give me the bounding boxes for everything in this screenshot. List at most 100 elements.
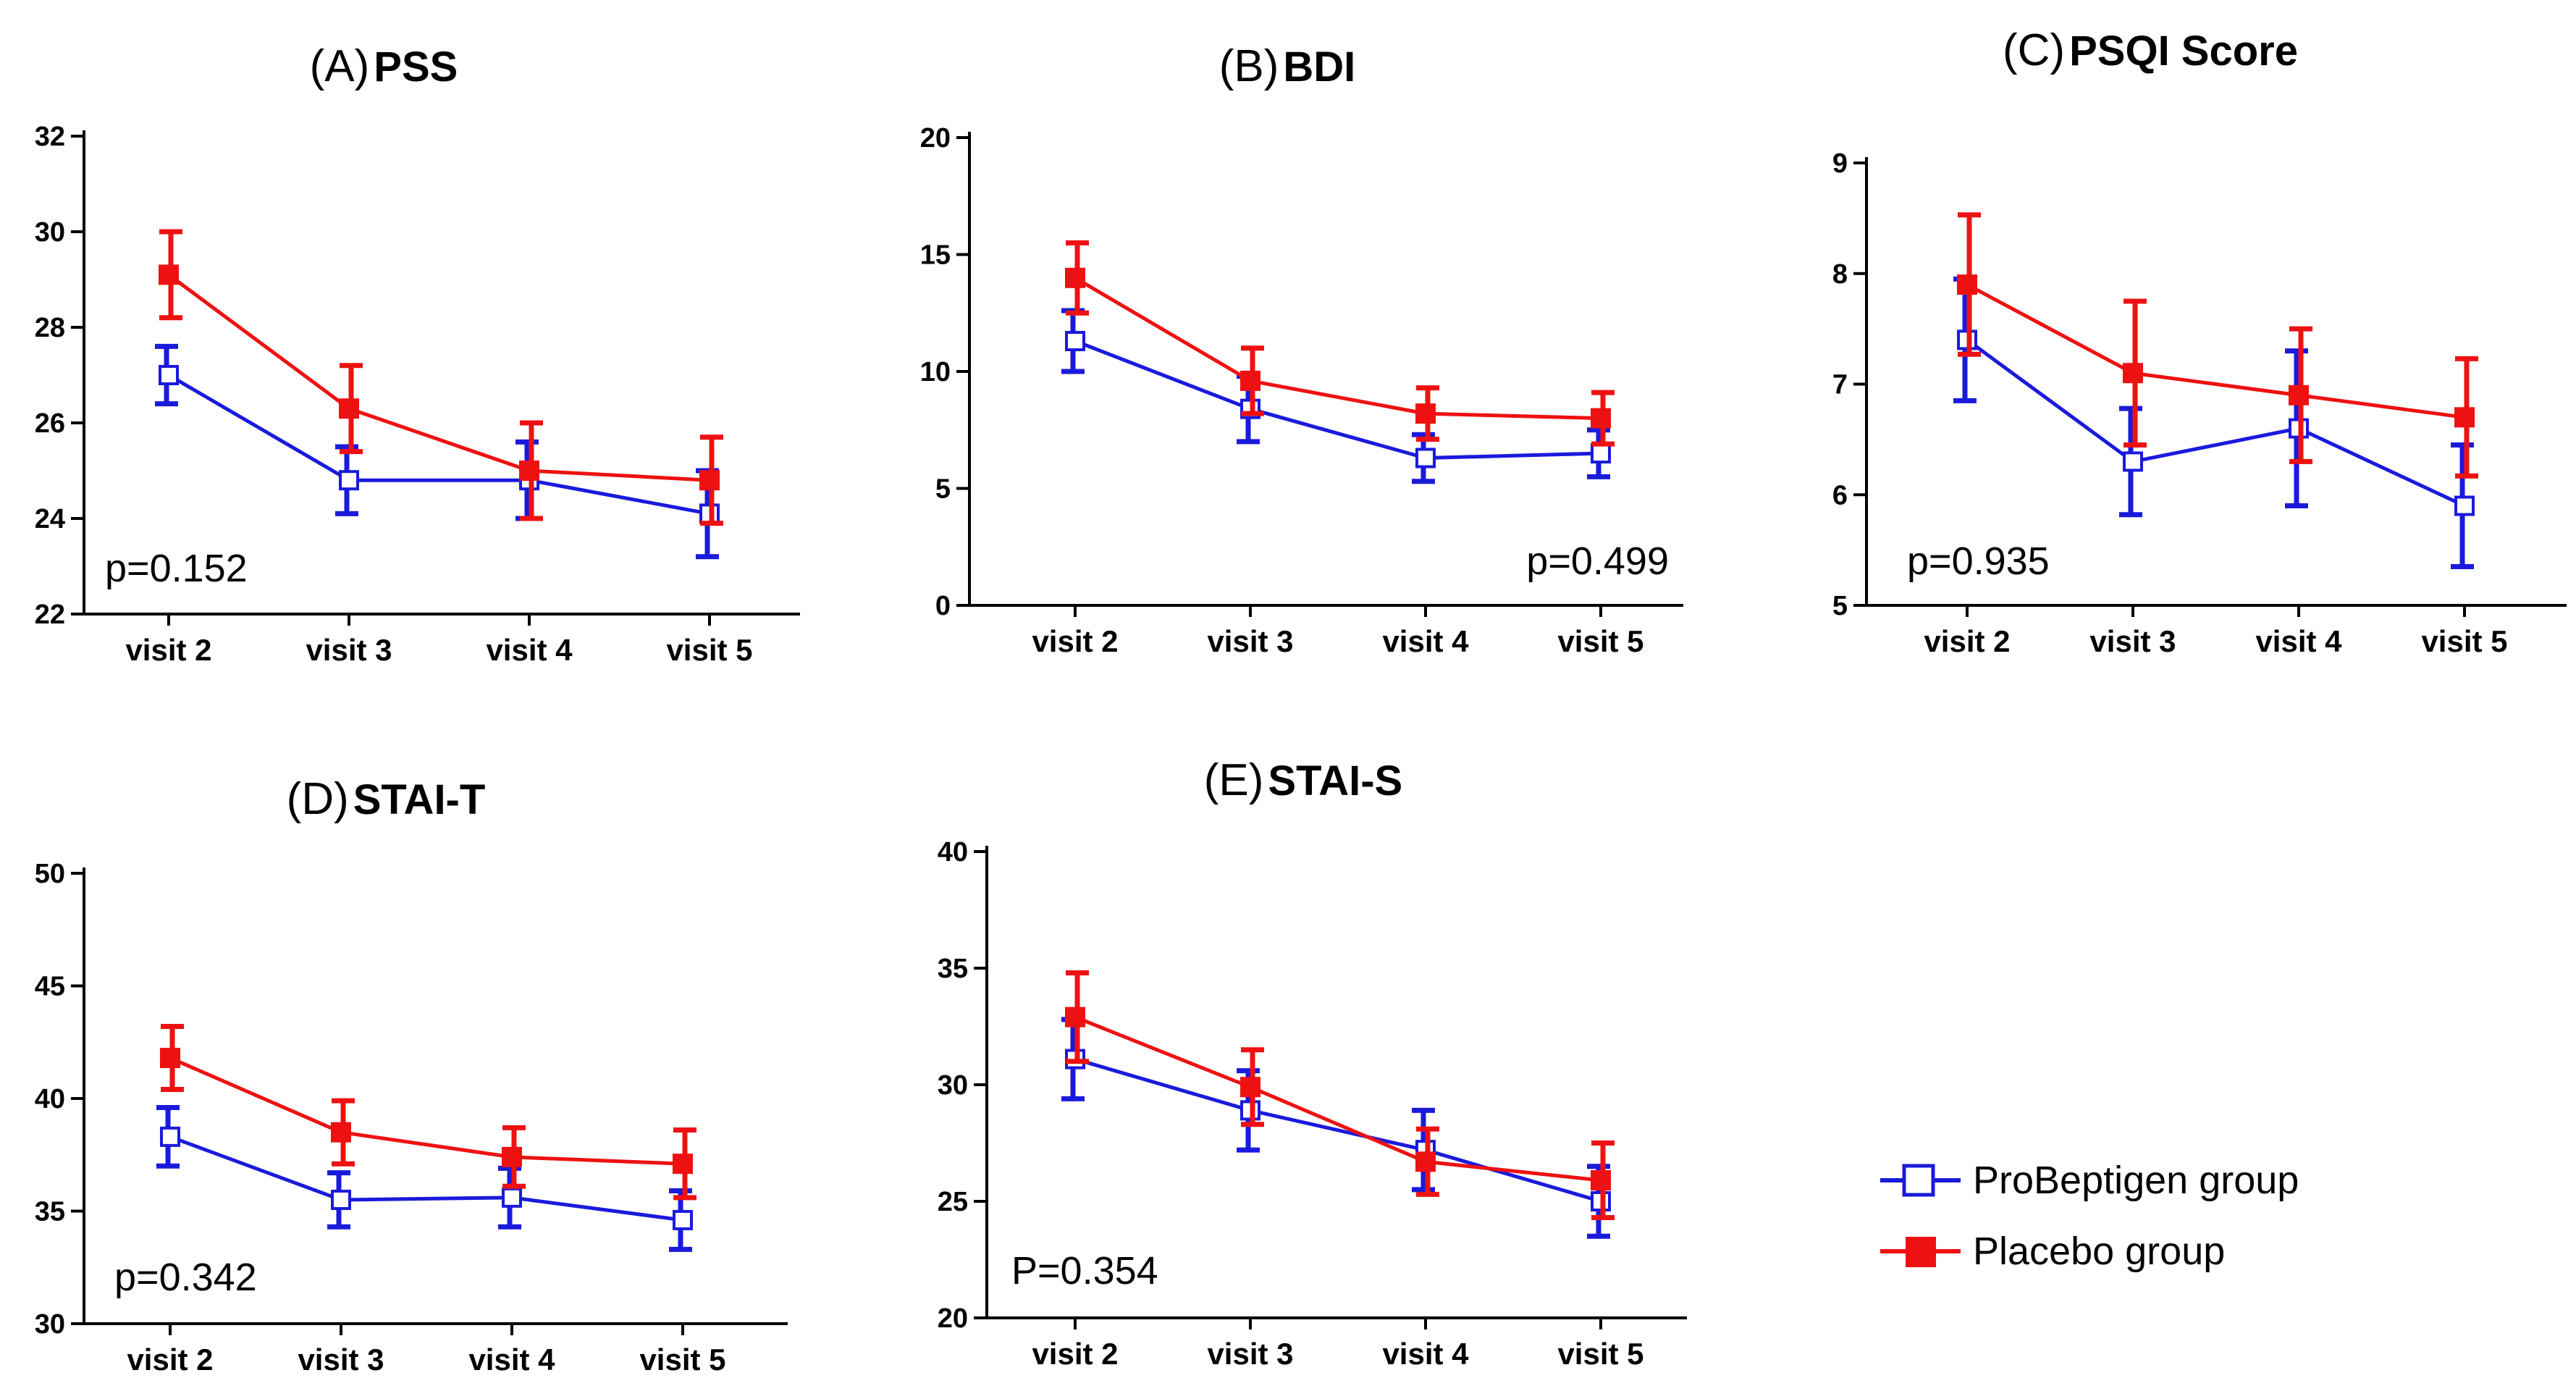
data-point [1240,370,1260,391]
data-point [1415,1151,1436,1172]
data-point [160,1126,180,1147]
p-value-annotation: P=0.354 [1011,1249,1158,1293]
panel-c: (C) PSQI Score 5 6 7 8 9 visit 2 visit 3 visit 4 v… [1832,25,2567,658]
x-tick-label: visit 4 [486,633,573,667]
x-tick-label: visit 2 [125,633,211,667]
data-point [1065,267,1085,288]
panel-title: (A) PSS [310,41,458,91]
series-probeptigen [155,343,720,560]
series-probeptigen [1061,1017,1611,1239]
x-tick-label: visit 4 [1382,624,1469,658]
x-tick-label: visit 5 [666,633,752,667]
data-point [1591,443,1611,464]
p-value-annotation: p=0.152 [105,547,248,590]
data-point [673,1154,693,1175]
p-value-annotation: p=0.499 [1526,539,1669,583]
p-value-annotation: p=0.935 [1907,539,2050,583]
data-point [339,398,359,419]
x-tick-label: visit 5 [1557,624,1643,658]
y-tick-label: 35 [938,954,968,984]
series-probeptigen [1953,276,2475,570]
data-point [1415,448,1436,469]
x-tick-label: visit 4 [2255,624,2342,658]
data-point [159,365,179,385]
y-tick-label: 30 [35,1309,65,1340]
y-tick-label: 15 [920,240,951,271]
x-tick-label: visit 5 [2421,624,2507,658]
data-point [331,1189,351,1210]
series-placebo [1957,212,2478,479]
panel-title-prefix: (B) [1219,41,1279,91]
panel-title: (E) STAI-S [1204,755,1402,805]
x-tick-label: visit 5 [1557,1337,1643,1371]
y-tick-label: 20 [920,123,951,154]
series-line [1074,276,1601,421]
series-line [167,373,710,516]
panel-a: (A) PSS 22 24 26 28 30 32 visit 2 visit 3 visit 4 v… [35,41,800,667]
data-point [699,470,720,491]
series-line [169,1135,683,1222]
x-tick-label: visit 2 [1924,624,2010,658]
panel-title-prefix: (E) [1204,755,1264,805]
data-point [1591,1170,1611,1191]
panel-title: (B) BDI [1219,41,1356,91]
legend-label: Placebo group [1973,1230,2225,1273]
y-tick-label: 40 [938,837,968,867]
legend-item-placebo: Placebo group [1880,1230,2225,1273]
y-tick-label: 5 [1832,591,1848,621]
panel-title-prefix: (A) [310,41,370,91]
x-tick-label: visit 3 [298,1343,384,1377]
y-tick-label: 35 [35,1197,65,1227]
data-point [1591,408,1611,429]
x-tick-label: visit 3 [306,633,392,667]
y-tick-label: 8 [1832,259,1848,290]
legend: ProBeptigen group Placebo group [1880,1159,2299,1273]
series-line [1966,338,2466,508]
p-value-annotation: p=0.342 [114,1256,257,1299]
y-tick-label: 6 [1832,480,1848,511]
panel-title-main: BDI [1283,43,1355,91]
y-tick-label: 26 [35,408,65,439]
data-point [1065,1007,1085,1028]
panel-title-main: PSS [374,43,458,91]
data-point [1065,331,1085,352]
data-point [673,1209,693,1230]
data-point [339,470,359,491]
data-point [519,461,539,481]
panel-title-prefix: (D) [287,774,349,824]
y-tick-label: 40 [35,1084,65,1114]
legend-marker-open-square [1902,1164,1935,1197]
data-point [160,1048,180,1069]
panel-b: (B) BDI 0 5 10 15 20 visit 2 visit 3 visit 4 visit… [920,41,1683,658]
y-tick-label: 20 [938,1303,968,1334]
legend-marker-filled-square [1906,1237,1936,1267]
data-point [159,264,179,285]
y-tick-label: 24 [35,504,65,534]
series-line [167,273,710,482]
panel-e: (E) STAI-S 20 25 30 35 40 visit 2 visit 3 visit 4… [938,755,1687,1371]
data-point [2454,407,2475,428]
y-tick-label: 7 [1832,370,1848,400]
x-tick-label: visit 4 [468,1343,555,1377]
series-line [1966,282,2465,419]
data-point [502,1187,522,1208]
panel-d: (D) STAI-T 30 35 40 45 50 visit 2 visit 3 visit 4… [35,774,788,1377]
y-tick-label: 0 [935,591,951,621]
series-placebo [1065,240,1615,447]
series-placebo [160,1023,696,1201]
x-tick-label: visit 2 [1032,1337,1118,1371]
y-tick-label: 30 [35,217,65,248]
data-point [1240,1077,1260,1098]
y-tick-label: 50 [35,859,65,889]
y-tick-label: 5 [935,474,951,505]
series-probeptigen [156,1104,693,1252]
panel-title-main: STAI-S [1268,757,1402,804]
data-point [2123,363,2143,384]
legend-label: ProBeptigen group [1973,1159,2299,1202]
panel-title: (C) PSQI Score [2003,25,2298,75]
data-point [1415,403,1436,424]
panel-title: (D) STAI-T [287,774,486,824]
y-tick-label: 30 [938,1070,968,1101]
data-point [502,1146,522,1167]
